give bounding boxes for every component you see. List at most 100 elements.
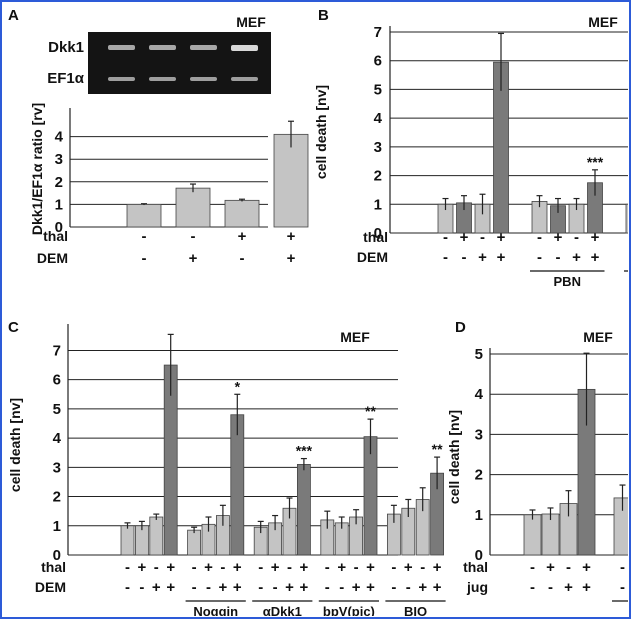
y-tick-label: 4 [55, 129, 64, 146]
condition-mark: - [142, 250, 147, 267]
significance-label: *** [296, 443, 313, 459]
condition-mark: - [354, 559, 359, 576]
y-tick-label: 4 [475, 386, 484, 403]
corner-label: MEF [340, 329, 370, 345]
condition-mark: - [443, 249, 448, 266]
condition-mark: - [258, 579, 263, 596]
condition-mark: - [139, 579, 144, 596]
condition-mark: - [192, 559, 197, 576]
condition-mark: + [337, 559, 346, 576]
y-tick-label: 3 [53, 459, 61, 476]
condition-mark: - [480, 229, 485, 246]
corner-label: MEF [583, 329, 613, 345]
condition-mark: + [233, 579, 242, 596]
bar [126, 203, 162, 228]
y-tick-label: 1 [374, 196, 382, 213]
condition-mark: + [433, 559, 442, 576]
panel-label: C [8, 319, 19, 336]
condition-mark: - [142, 228, 147, 245]
gel-band [231, 77, 258, 81]
condition-row-label: thal [363, 229, 388, 245]
condition-mark: + [287, 250, 296, 267]
condition-mark: + [287, 228, 296, 245]
condition-mark: - [206, 579, 211, 596]
condition-mark: + [572, 249, 581, 266]
y-tick-label: 3 [374, 139, 382, 156]
condition-mark: + [300, 559, 309, 576]
gel-band [149, 45, 176, 50]
condition-mark: - [258, 559, 263, 576]
y-tick-label: 2 [53, 489, 61, 506]
y-tick-label: 5 [374, 81, 382, 98]
condition-mark: - [462, 249, 467, 266]
y-tick-label: 5 [475, 346, 483, 363]
condition-mark: + [497, 249, 506, 266]
gel-row-label: Dkk1 [48, 39, 84, 56]
condition-mark: + [418, 579, 427, 596]
group-label: bpV(pic) [323, 604, 375, 619]
condition-mark: - [273, 579, 278, 596]
condition-mark: - [339, 579, 344, 596]
bar [523, 514, 542, 556]
gel-band [108, 77, 135, 81]
condition-mark: - [620, 559, 625, 576]
y-tick-label: 1 [475, 507, 483, 524]
bar [187, 529, 202, 556]
y-axis-label: cell death [nv] [446, 410, 462, 504]
bar [273, 133, 309, 228]
condition-mark: + [582, 559, 591, 576]
condition-mark: + [219, 579, 228, 596]
y-tick-label: 6 [53, 372, 61, 389]
condition-mark: + [300, 579, 309, 596]
condition-mark: - [548, 579, 553, 596]
bar [120, 525, 135, 556]
condition-mark: + [478, 249, 487, 266]
condition-row-label: thal [43, 228, 68, 244]
condition-mark: + [591, 249, 600, 266]
condition-mark: - [220, 559, 225, 576]
gel-band [190, 45, 217, 50]
y-tick-label: 2 [55, 174, 63, 191]
condition-row-label: thal [41, 559, 66, 575]
bar [230, 414, 245, 556]
condition-mark: - [406, 579, 411, 596]
condition-mark: + [152, 579, 161, 596]
bar [149, 516, 164, 556]
y-axis-label: cell death [nv] [313, 85, 329, 179]
condition-row-label: jug [466, 579, 488, 595]
gel-band [190, 77, 217, 81]
condition-mark: + [352, 579, 361, 596]
y-tick-label: 6 [374, 53, 382, 70]
y-tick-label: 2 [374, 168, 382, 185]
condition-mark: + [546, 559, 555, 576]
bar [363, 436, 378, 556]
condition-mark: - [325, 579, 330, 596]
condition-mark: + [285, 579, 294, 596]
condition-mark: + [204, 559, 213, 576]
condition-mark: - [574, 229, 579, 246]
condition-mark: - [125, 579, 130, 596]
condition-mark: - [530, 579, 535, 596]
condition-mark: + [554, 229, 563, 246]
bar [224, 199, 260, 228]
condition-mark: + [166, 579, 175, 596]
y-axis-label: cell death [nv] [7, 398, 23, 492]
bar [296, 464, 311, 556]
condition-mark: + [564, 579, 573, 596]
condition-mark: + [497, 229, 506, 246]
group-label: αDkk1 [263, 604, 302, 619]
y-tick-label: 7 [53, 342, 61, 359]
condition-mark: - [620, 579, 625, 596]
y-tick-label: 0 [374, 225, 382, 242]
condition-row-label: DEM [357, 249, 388, 265]
condition-mark: - [240, 250, 245, 267]
y-tick-label: 0 [53, 547, 61, 564]
y-tick-label: 0 [475, 547, 483, 564]
group-label: BIO [404, 604, 427, 619]
gel-band [231, 45, 258, 51]
corner-label: MEF [588, 14, 618, 30]
condition-mark: - [391, 559, 396, 576]
panel-label: A [8, 7, 19, 24]
